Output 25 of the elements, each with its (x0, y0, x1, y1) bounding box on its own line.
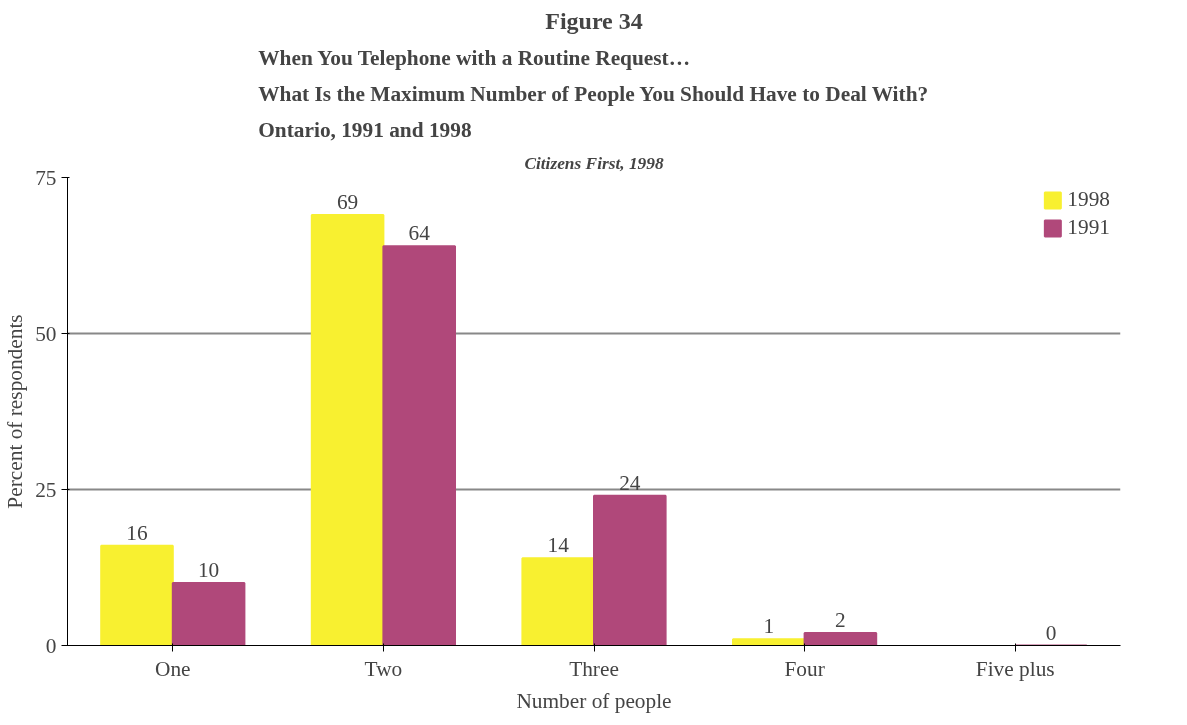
x-axis-title: Number of people (516, 688, 672, 713)
x-tick-label: Three (569, 656, 619, 681)
data-label: 69 (336, 189, 359, 214)
y-tick-label: 75 (35, 165, 57, 190)
data-label: 24 (619, 470, 641, 495)
data-label: 10 (197, 558, 220, 583)
x-tick-label: Four (784, 656, 825, 681)
x-tick-label: Two (364, 656, 403, 681)
chart-title: Figure 34 (545, 7, 643, 34)
chart-subtitle: When You Telephone with a Routine Request… What Is the Maximum Number of People You Should Have to Deal With? Ontario, 1991 and 1998 (258, 45, 929, 142)
y-tick-label: 50 (35, 321, 57, 346)
y-tick-label: 25 (35, 477, 57, 502)
y-tick-label: 0 (45, 633, 57, 658)
data-label: 0 (1045, 620, 1057, 645)
data-label: 64 (408, 221, 431, 246)
data-label: 16 (126, 520, 148, 545)
legend-label: 1998 (1067, 187, 1110, 212)
text: Citizens First, 1998 (524, 153, 664, 173)
x-tick-label: One (155, 656, 191, 681)
x-tick-label: Five plus (975, 656, 1055, 681)
data-label: 1 (763, 614, 775, 639)
data-label: 2 (835, 608, 846, 633)
legend-label: 1991 (1067, 215, 1110, 240)
data-label: 14 (547, 533, 570, 558)
y-axis-title: Percent of respondents (3, 314, 28, 509)
